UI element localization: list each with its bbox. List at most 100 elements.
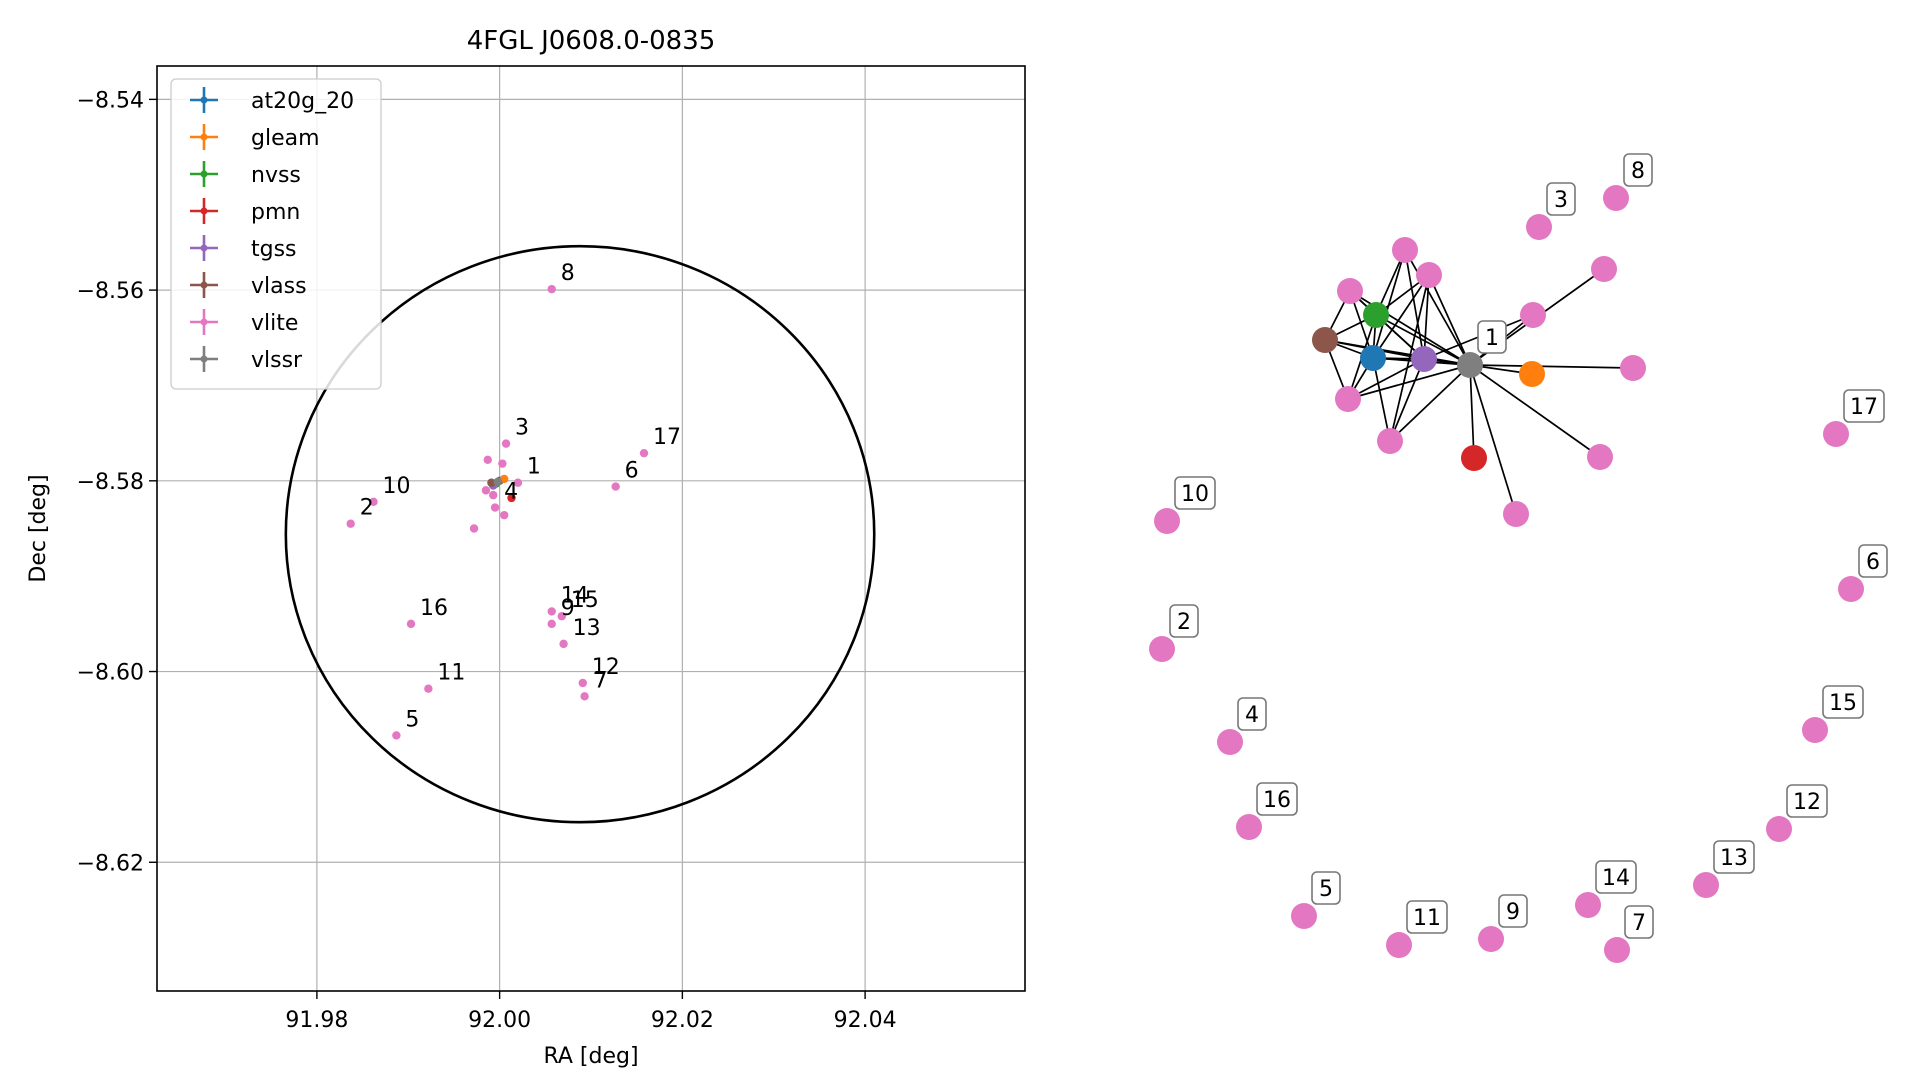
data-point-vlite	[483, 455, 492, 465]
data-point-vlite	[424, 684, 433, 693]
point-label: 10	[383, 474, 411, 499]
node-label: 3	[1554, 188, 1568, 213]
node-label: 12	[1793, 790, 1821, 815]
graph-edge	[1389, 358, 1425, 442]
point-label: 8	[561, 261, 575, 286]
legend-marker-dot	[200, 244, 208, 252]
y-axis-ticks: −8.54 −8.56 −8.58 −8.60 −8.62	[77, 88, 157, 876]
x-tick-label: 92.00	[468, 1008, 531, 1033]
node-label: 8	[1631, 159, 1645, 184]
data-point-vlite	[501, 439, 511, 448]
node-label-box	[1713, 840, 1755, 874]
data-point-vlite	[513, 478, 523, 487]
legend-marker-dot	[200, 318, 208, 326]
node-label: 9	[1506, 900, 1520, 925]
node-label: 13	[1720, 846, 1748, 871]
graph-node	[1603, 185, 1629, 211]
data-point-vlite	[392, 731, 401, 740]
graph-edge	[1389, 364, 1471, 442]
node-label-box	[1822, 685, 1864, 719]
node-label-box	[1169, 604, 1199, 638]
legend-marker-dot	[200, 96, 208, 104]
node-label: 10	[1181, 482, 1209, 507]
error-ellipse	[284, 244, 876, 824]
node-label-box	[1174, 476, 1216, 510]
data-point-vlite	[500, 510, 509, 520]
graph-edge	[1404, 249, 1425, 360]
x-axis-label: RA [deg]	[543, 1044, 638, 1069]
graph-node	[1802, 717, 1828, 743]
legend-label: vlass	[251, 274, 307, 299]
y-tick-label: −8.54	[77, 88, 144, 113]
data-point-vlite	[469, 524, 479, 533]
legend-label: pmn	[251, 200, 300, 225]
data-point-vlite	[611, 482, 620, 491]
graph-node	[1457, 352, 1483, 378]
y-axis-label: Dec [deg]	[26, 474, 51, 582]
point-label: 6	[625, 459, 639, 484]
graph-node	[1335, 386, 1361, 412]
node-label-box	[1546, 182, 1576, 216]
node-label: 15	[1829, 691, 1857, 716]
data-point-vlite	[481, 486, 491, 495]
graph-node	[1766, 816, 1792, 842]
graph-node	[1520, 302, 1546, 328]
node-label-box	[1237, 697, 1267, 731]
graph-node	[1392, 237, 1418, 263]
graph-node	[1604, 937, 1630, 963]
point-label: 11	[437, 661, 465, 686]
node-label-box	[1256, 782, 1298, 816]
graph-node	[1620, 355, 1646, 381]
graph-node	[1360, 345, 1386, 371]
graph-edge	[1347, 358, 1425, 400]
graph-node	[1386, 932, 1412, 958]
legend-marker-dot	[200, 133, 208, 141]
node-label-box	[1406, 900, 1448, 934]
data-point-vlite	[639, 448, 649, 458]
graph-node	[1693, 872, 1719, 898]
legend-label: vlssr	[251, 348, 303, 373]
data-point-vlite	[489, 490, 498, 500]
node-label-box	[1311, 871, 1341, 905]
legend-marker-dot	[200, 207, 208, 215]
x-tick-label: 91.98	[285, 1008, 348, 1033]
x-tick-label: 92.02	[651, 1008, 714, 1033]
graph-node	[1217, 729, 1243, 755]
point-label: 17	[653, 425, 681, 450]
legend-label: gleam	[251, 126, 320, 151]
node-label-box	[1624, 905, 1654, 939]
graph-node	[1411, 346, 1437, 372]
chart-title: 4FGL J0608.0-0835	[467, 26, 716, 56]
legend-label: tgss	[251, 237, 297, 262]
graph-nodes	[1149, 185, 1864, 963]
node-label-box	[1477, 320, 1507, 354]
graph-node	[1337, 278, 1363, 304]
data-point-gleam	[500, 474, 509, 484]
node-label: 1	[1485, 326, 1499, 351]
graph-node	[1312, 327, 1338, 353]
graph-edge	[1404, 249, 1471, 366]
graph-node	[1519, 361, 1545, 387]
data-points	[346, 284, 649, 740]
point-label: 4	[504, 480, 518, 505]
node-label-box	[1623, 153, 1653, 187]
y-tick-label: −8.56	[77, 279, 144, 304]
data-point-vlite	[547, 607, 556, 616]
data-point-vlite	[406, 619, 416, 629]
graph-node	[1575, 892, 1601, 918]
node-label: 4	[1245, 703, 1259, 728]
node-label: 2	[1177, 610, 1191, 635]
plot-frame	[156, 65, 1026, 992]
node-label: 16	[1263, 788, 1291, 813]
node-label-box	[1858, 544, 1888, 578]
y-tick-label: −8.62	[77, 851, 144, 876]
point-label: 2	[360, 496, 374, 521]
point-label: 15	[571, 588, 599, 613]
localization-ellipse	[284, 244, 876, 824]
node-label-box	[1786, 784, 1828, 818]
point-label: 9	[561, 596, 575, 621]
